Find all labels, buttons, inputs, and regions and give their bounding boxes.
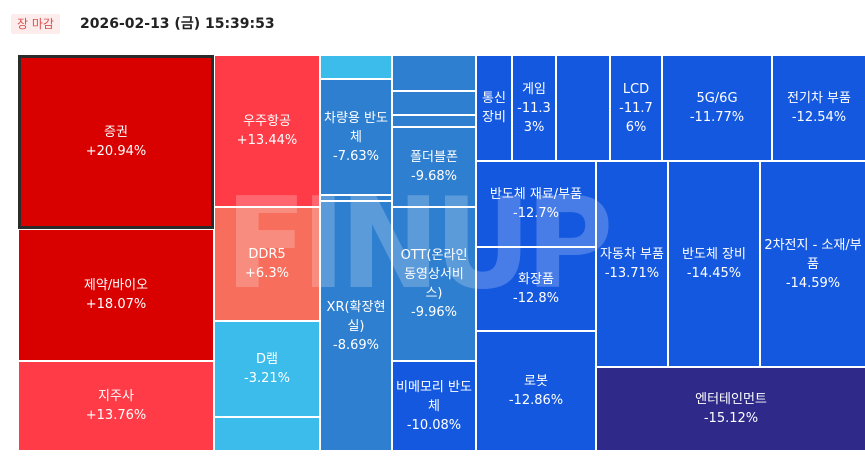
treemap-filler-tile: [392, 91, 476, 115]
sector-tile[interactable]: 제약/바이오 +18.07%: [18, 229, 214, 361]
sector-tile[interactable]: DDR5 +6.3%: [214, 207, 320, 321]
sector-name: 전기차 부품: [787, 91, 851, 106]
sector-name: 자동차 부품: [600, 247, 664, 262]
sector-name: 5G/6G: [696, 91, 738, 106]
sector-change: -9.68%: [411, 169, 457, 184]
sector-change: -10.08%: [406, 417, 462, 433]
sector-name: 차량용 반도체: [324, 110, 388, 145]
sector-change: -12.54%: [791, 110, 847, 125]
sector-change: +13.44%: [236, 133, 298, 148]
treemap-filler-tile: [392, 115, 476, 127]
sector-tile[interactable]: 통신장비: [476, 55, 512, 161]
sector-change: +18.07%: [85, 297, 147, 312]
sector-tile[interactable]: 로봇 -12.86%: [476, 331, 596, 451]
sector-change: -15.12%: [703, 411, 759, 426]
sector-change: -12.8%: [513, 291, 559, 306]
sector-name: 엔터테인먼트: [695, 392, 767, 407]
sector-treemap: 증권 +20.94% 제약/바이오 +18.07% 지주사 +13.76% 우주항공 +13.…: [18, 55, 865, 451]
sector-change: -11.76%: [619, 100, 653, 135]
sector-tile[interactable]: 폴더블폰 -9.68%: [392, 127, 476, 207]
sector-name: 비메모리 반도체: [396, 379, 472, 414]
sector-name: 화장품: [518, 272, 554, 287]
sector-tile[interactable]: 우주항공 +13.44%: [214, 55, 320, 207]
sector-tile[interactable]: 차량용 반도체 -7.63%: [320, 79, 392, 195]
sector-tile[interactable]: LCD -11.76%: [610, 55, 662, 161]
sector-change: -12.7%: [513, 206, 559, 221]
sector-tile[interactable]: 증권 +20.94%: [18, 55, 214, 229]
sector-name: 제약/바이오: [83, 278, 149, 293]
market-status-badge: 장 마감: [11, 14, 60, 34]
sector-name: 반도체 재료/부품: [489, 187, 583, 202]
sector-name: 지주사: [98, 389, 134, 404]
sector-change: -14.45%: [686, 266, 742, 281]
sector-change: +13.76%: [85, 408, 147, 423]
treemap-filler-tile: [556, 55, 610, 161]
sector-name: DDR5: [248, 247, 286, 262]
timestamp: 2026-02-13 (금) 15:39:53: [80, 16, 275, 32]
sector-change: -3.21%: [244, 371, 290, 386]
sector-name: 로봇: [524, 374, 548, 389]
sector-change: -8.69%: [333, 337, 379, 353]
sector-tile[interactable]: 5G/6G -11.77%: [662, 55, 772, 161]
sector-name: LCD: [622, 81, 650, 97]
sector-name: 폴더블폰: [410, 150, 458, 165]
sector-name: 2차전지 - 소재/부품: [764, 237, 862, 272]
sector-tile[interactable]: 화장품 -12.8%: [476, 247, 596, 331]
header: 장 마감 2026-02-13 (금) 15:39:53: [0, 0, 865, 48]
sector-change: -13.71%: [604, 266, 660, 281]
sector-change: -11.33%: [517, 100, 551, 135]
sector-name: 우주항공: [243, 114, 291, 129]
sector-tile[interactable]: 2차전지 - 소재/부품 -14.59%: [760, 161, 865, 367]
sector-change: -7.63%: [333, 148, 379, 164]
sector-name: XR(확장현실): [326, 299, 386, 334]
sector-tile[interactable]: 반도체 장비 -14.45%: [668, 161, 760, 367]
treemap-filler-tile: [320, 55, 392, 79]
sector-name: OTT(온라인동영상서비스): [400, 248, 468, 301]
sector-name: D램: [256, 352, 278, 367]
treemap-filler-tile: [214, 417, 320, 451]
sector-tile[interactable]: 비메모리 반도체 -10.08%: [392, 361, 476, 451]
sector-name: 증권: [104, 125, 128, 140]
sector-tile[interactable]: D램 -3.21%: [214, 321, 320, 417]
sector-change: -14.59%: [785, 275, 841, 291]
sector-name: 게임: [522, 81, 546, 97]
treemap-filler-tile: [392, 55, 476, 91]
sector-name: 반도체 장비: [682, 247, 746, 262]
sector-change: -11.77%: [689, 110, 745, 125]
sector-change: +20.94%: [85, 144, 147, 159]
sector-tile[interactable]: 게임 -11.33%: [512, 55, 556, 161]
sector-tile[interactable]: XR(확장현실) -8.69%: [320, 201, 392, 451]
sector-tile[interactable]: 지주사 +13.76%: [18, 361, 214, 451]
sector-tile[interactable]: OTT(온라인동영상서비스) -9.96%: [392, 207, 476, 361]
sector-name: 통신장비: [482, 91, 506, 125]
sector-change: -9.96%: [411, 305, 457, 320]
sector-tile[interactable]: 자동차 부품 -13.71%: [596, 161, 668, 367]
sector-change: +6.3%: [245, 266, 289, 281]
treemap-filler-tile: [320, 195, 392, 201]
sector-change: -12.86%: [508, 393, 564, 408]
sector-tile[interactable]: 전기차 부품 -12.54%: [772, 55, 865, 161]
sector-tile[interactable]: 엔터테인먼트 -15.12%: [596, 367, 865, 451]
sector-tile[interactable]: 반도체 재료/부품 -12.7%: [476, 161, 596, 247]
